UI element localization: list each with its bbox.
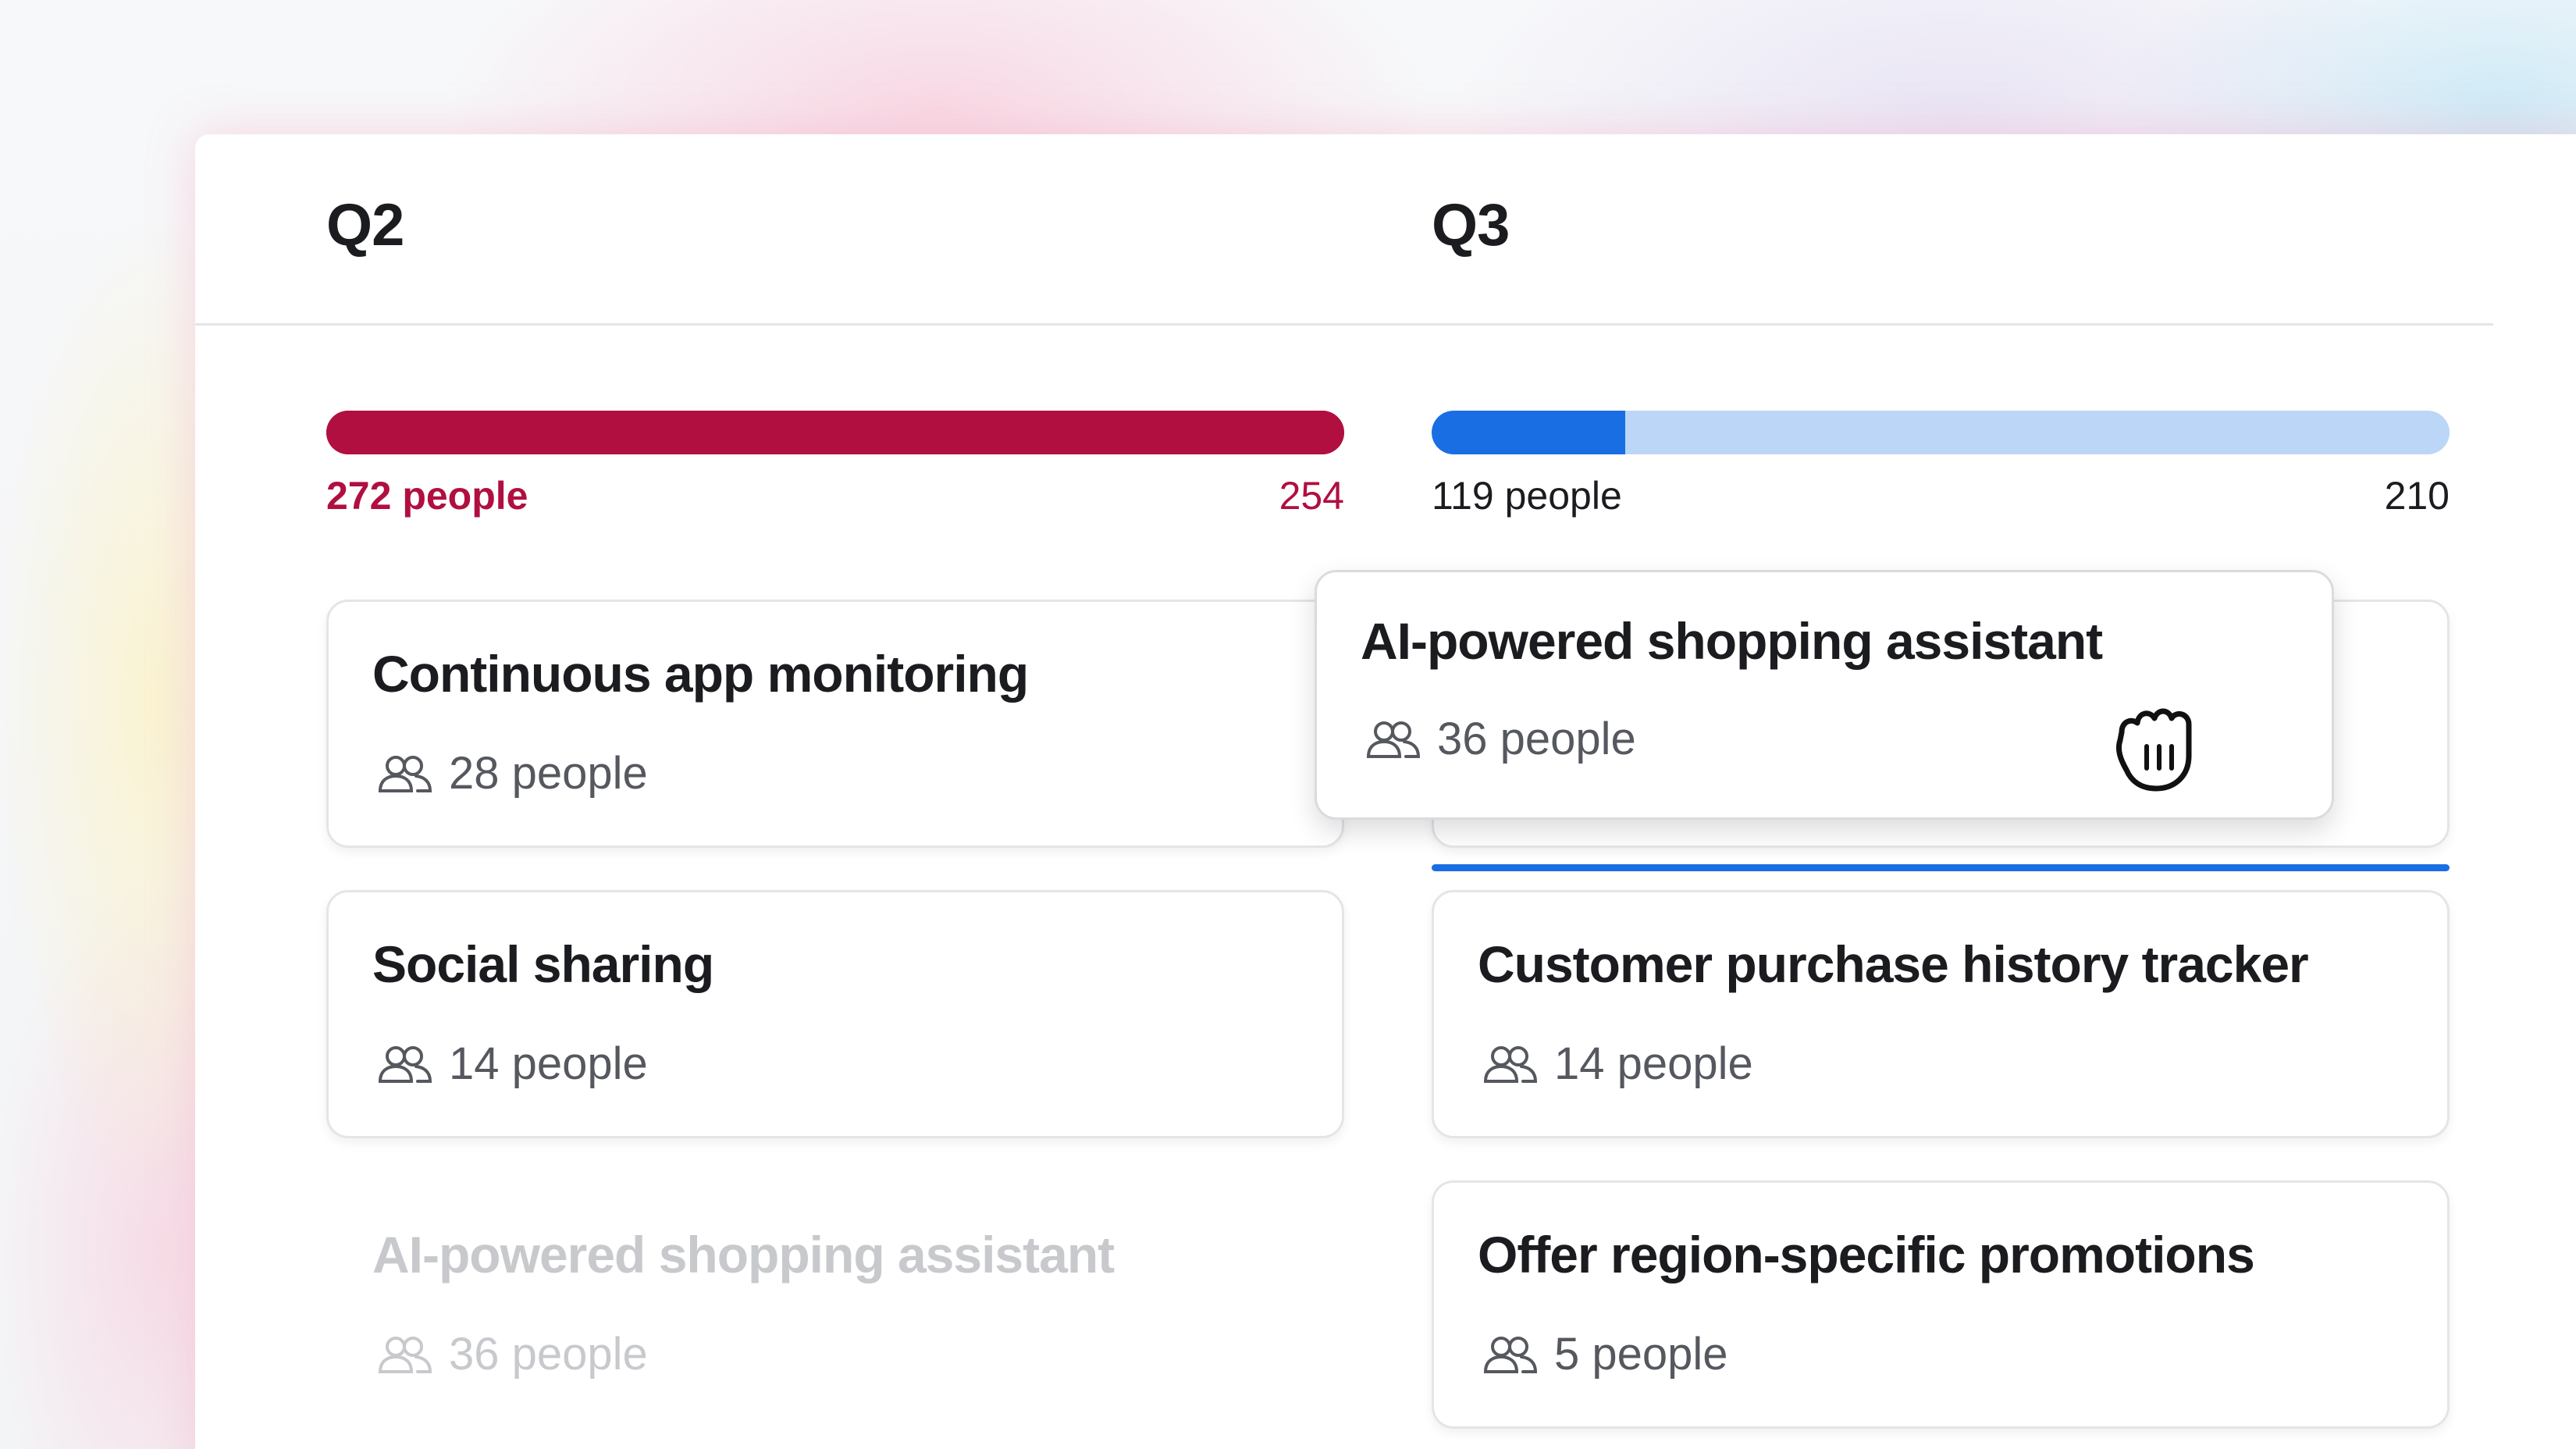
card-title: Social sharing <box>372 935 714 993</box>
people-icon <box>378 755 432 792</box>
card-people-label: 14 people <box>1554 1038 1753 1089</box>
card-customer-purchase-history-tracker[interactable]: Customer purchase history tracker 14 peo… <box>1432 890 2450 1138</box>
capacity-value-q2: 254 <box>1279 474 1344 518</box>
column-title-q2: Q2 <box>326 192 404 258</box>
people-count-q3: 119 people <box>1432 474 1622 518</box>
people-icon <box>378 1045 432 1083</box>
card-title: AI-powered shopping assistant <box>1361 612 2103 670</box>
people-icon <box>1483 1045 1538 1083</box>
capacity-bar-q3 <box>1432 411 2450 454</box>
capacity-bar-fill-q3 <box>1432 411 1625 454</box>
card-people-count: 36 people <box>1365 713 1636 765</box>
capacity-bar-q2 <box>326 411 1344 454</box>
header-divider <box>195 323 2493 326</box>
card-people-count: 36 people <box>377 1328 648 1380</box>
card-people-label: 36 people <box>1437 714 1636 764</box>
card-offer-region-specific-promotions[interactable]: Offer region-specific promotions 5 peopl… <box>1432 1180 2450 1429</box>
card-continuous-app-monitoring[interactable]: Continuous app monitoring 28 people <box>326 600 1344 848</box>
card-people-label: 36 people <box>449 1329 648 1380</box>
card-people-label: 5 people <box>1554 1329 1728 1380</box>
card-people-count: 28 people <box>377 747 648 799</box>
card-title: Continuous app monitoring <box>372 645 1029 703</box>
people-icon <box>1366 721 1421 758</box>
card-title: Customer purchase history tracker <box>1478 935 2309 993</box>
card-title: Offer region-specific promotions <box>1478 1226 2255 1283</box>
people-count-q2: 272 people <box>326 474 528 518</box>
card-title: AI-powered shopping assistant <box>372 1226 1115 1283</box>
column-title-q3: Q3 <box>1432 192 1510 258</box>
capacity-value-q3: 210 <box>2384 474 2450 518</box>
grabbing-hand-icon <box>2115 708 2192 792</box>
people-icon <box>1483 1336 1538 1373</box>
card-social-sharing[interactable]: Social sharing 14 people <box>326 890 1344 1138</box>
capacity-bar-fill-q2 <box>326 411 1344 454</box>
card-people-count: 14 people <box>1482 1038 1753 1090</box>
people-icon <box>378 1336 432 1373</box>
drop-indicator <box>1432 864 2450 871</box>
card-people-count: 5 people <box>1482 1328 1728 1380</box>
card-people-label: 28 people <box>449 748 648 799</box>
card-people-label: 14 people <box>449 1038 648 1089</box>
card-ghost-placeholder: AI-powered shopping assistant 36 people <box>326 1180 1344 1429</box>
card-people-count: 14 people <box>377 1038 648 1090</box>
